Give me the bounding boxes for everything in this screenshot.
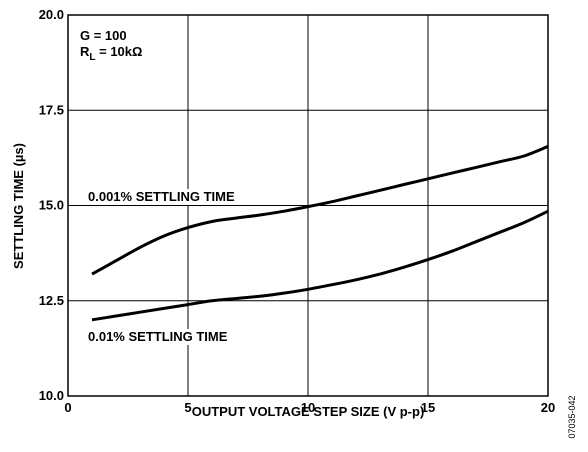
load-prefix: R — [80, 44, 90, 59]
load-subscript: L — [89, 52, 95, 63]
x-tick-label: 5 — [184, 400, 191, 415]
tick-labels: 0 5 10 15 20 10.0 12.5 15.0 17.5 20.0 — [39, 7, 556, 415]
x-axis-title: OUTPUT VOLTAGE STEP SIZE (V p-p) — [192, 404, 425, 419]
figure-id: 07035-042 — [567, 395, 577, 438]
y-axis-title: SETTLING TIME (µs) — [11, 143, 26, 269]
y-tick-label: 12.5 — [39, 293, 64, 308]
y-tick-label: 15.0 — [39, 198, 64, 213]
y-tick-label: 10.0 — [39, 388, 64, 403]
gain-annotation: G = 100 — [80, 28, 127, 43]
y-tick-label: 20.0 — [39, 7, 64, 22]
series-line-0 — [91, 145, 549, 276]
load-annotation: RL = 10kΩ — [80, 44, 142, 63]
series-label-0001: 0.001% SETTLING TIME — [88, 189, 235, 204]
plot-frame — [67, 14, 549, 397]
x-tick-label: 15 — [421, 400, 435, 415]
annotation-mask — [78, 28, 174, 62]
x-tick-label: 20 — [541, 400, 555, 415]
label-mask — [86, 189, 270, 205]
series-group — [91, 145, 549, 322]
series-line-1 — [91, 209, 549, 322]
series-label-001: 0.01% SETTLING TIME — [88, 329, 228, 344]
label-mask — [86, 329, 264, 345]
y-tick-label: 17.5 — [39, 102, 64, 117]
x-tick-label: 10 — [301, 400, 315, 415]
x-tick-label: 0 — [64, 400, 71, 415]
load-value: = 10kΩ — [96, 44, 143, 59]
